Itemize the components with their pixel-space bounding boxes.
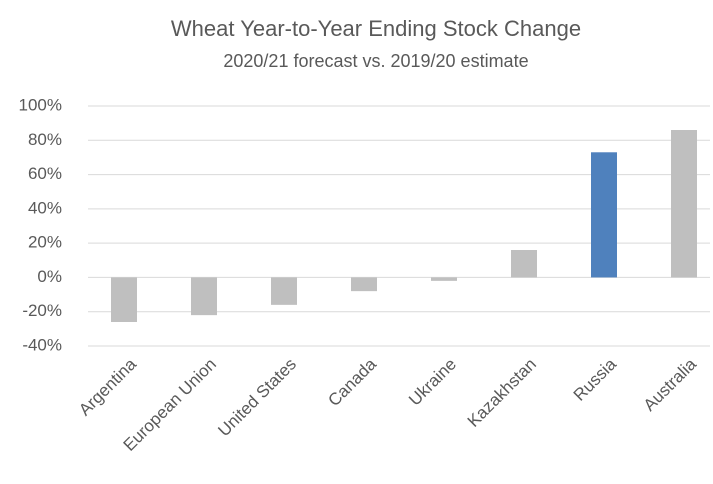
chart-subtitle: 2020/21 forecast vs. 2019/20 estimate [223,51,528,71]
y-tick-label: -20% [22,301,62,320]
y-tick-label: -40% [22,335,62,354]
chart-title: Wheat Year-to-Year Ending Stock Change [171,16,581,41]
x-tick-label: United States [214,355,300,441]
y-tick-label: 40% [28,198,62,217]
x-tick-label: Kazakhstan [464,355,540,431]
bar [351,277,377,292]
bar [511,250,537,278]
x-tick-label: Russia [570,354,621,405]
bar [671,130,697,278]
bar [431,277,457,281]
bar [191,277,217,316]
y-tick-label: 20% [28,233,62,252]
y-tick-label: 80% [28,130,62,149]
y-tick-label: 0% [37,267,62,286]
y-tick-label: 100% [19,95,62,114]
bar [111,277,137,322]
y-tick-label: 60% [28,164,62,183]
x-tick-label: Canada [324,354,380,410]
x-tick-label: Argentina [75,354,140,419]
x-tick-label: Australia [640,354,701,415]
bar [591,152,617,278]
x-tick-label: Ukraine [405,355,460,410]
bar [271,277,297,305]
